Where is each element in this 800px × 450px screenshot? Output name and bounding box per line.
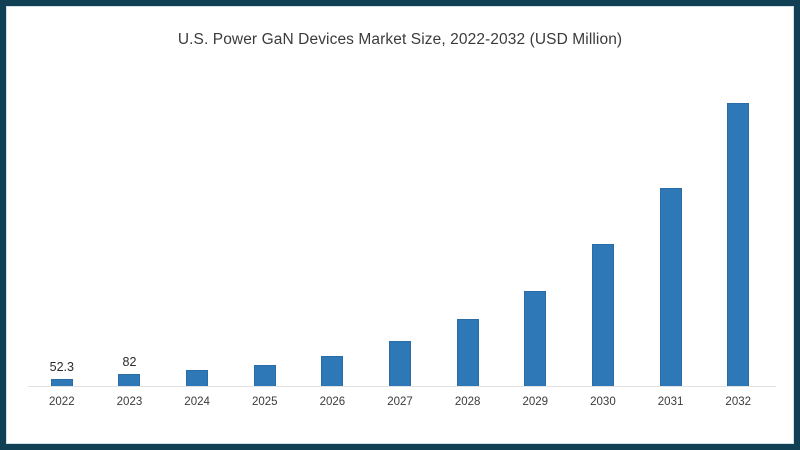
chart-title: U.S. Power GaN Devices Market Size, 2022… — [177, 31, 623, 48]
x-tick-2024: 2024 — [184, 396, 210, 408]
bar-value-label-2023: 82 — [122, 355, 137, 370]
bar-group-2028 — [434, 70, 502, 387]
x-tick-2025: 2025 — [251, 396, 278, 408]
x-tick-2027: 2027 — [387, 396, 413, 408]
bar-2024[interactable] — [186, 370, 209, 387]
bar-group-2032 — [704, 70, 772, 387]
bar-2030[interactable] — [591, 243, 614, 387]
bar-group-2023: 82 — [96, 70, 164, 387]
x-tick-2023: 2023 — [116, 396, 143, 408]
x-tick-2026: 2026 — [319, 396, 346, 408]
x-axis-tick-labels: 2022 2023 2024 2025 2026 2027 2028 2029 2030 2031… — [28, 396, 772, 408]
bar-2027[interactable] — [389, 341, 412, 387]
bar-2025[interactable] — [253, 364, 276, 387]
bar-group-2024 — [163, 70, 231, 387]
bar-group-2031 — [637, 70, 705, 387]
x-tick-2032: 2032 — [725, 396, 752, 408]
bar-series: 52.3 82 — [28, 70, 772, 387]
bar-2031[interactable] — [659, 187, 682, 387]
bar-2028[interactable] — [456, 318, 479, 387]
x-tick-2030: 2030 — [590, 396, 616, 408]
bar-group-2022: 52.3 — [28, 70, 96, 387]
plot-area: 52.3 82 — [28, 70, 772, 387]
bar-group-2029 — [501, 70, 569, 387]
bar-group-2025 — [231, 70, 299, 387]
bar-group-2030 — [569, 70, 637, 387]
bar-value-label-2022: 52.3 — [49, 360, 74, 374]
bar-2032[interactable] — [727, 103, 750, 387]
x-tick-2022: 2022 — [49, 396, 75, 408]
bar-2029[interactable] — [524, 291, 547, 387]
x-tick-2028: 2028 — [454, 396, 481, 408]
x-axis-line — [28, 386, 776, 387]
x-tick-2031: 2031 — [657, 396, 684, 408]
bar-group-2026 — [299, 70, 367, 387]
x-tick-2029: 2029 — [522, 396, 549, 408]
bar-group-2027 — [366, 70, 434, 387]
bar-2026[interactable] — [321, 356, 344, 387]
